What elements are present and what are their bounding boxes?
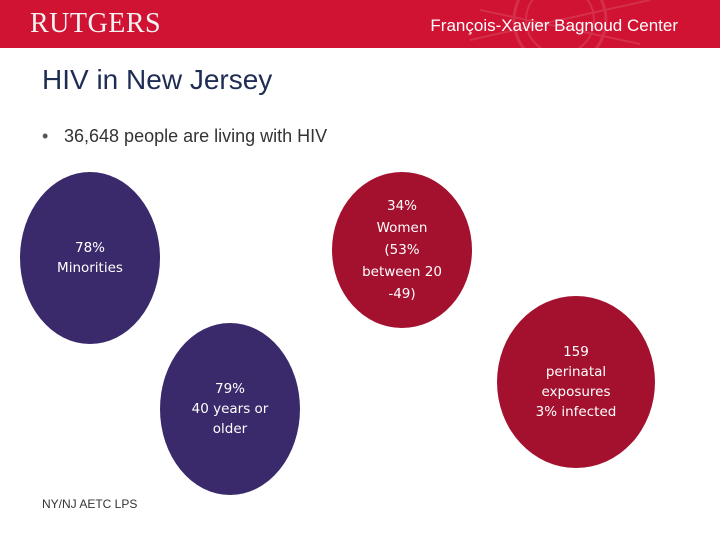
header-bar: RUTGERS François-Xavier Bagnoud Center <box>0 0 720 48</box>
circle-women: 34% Women (53% between 20 -49) <box>332 172 472 328</box>
circle-perinatal: 159 perinatal exposures 3% infected <box>497 296 655 468</box>
footer-source: NY/NJ AETC LPS <box>42 497 138 511</box>
bullet-item: • 36,648 people are living with HIV <box>42 126 327 147</box>
circle-age: 79% 40 years or older <box>160 323 300 495</box>
rutgers-logo: RUTGERS <box>30 8 162 39</box>
center-name: François-Xavier Bagnoud Center <box>430 16 678 35</box>
bullet-icon: • <box>42 126 49 146</box>
header-seal-pattern <box>469 0 651 48</box>
slide-title: HIV in New Jersey <box>42 64 273 95</box>
circle-minorities: 78% Minorities <box>20 172 160 344</box>
bullet-text: 36,648 people are living with HIV <box>64 126 328 146</box>
